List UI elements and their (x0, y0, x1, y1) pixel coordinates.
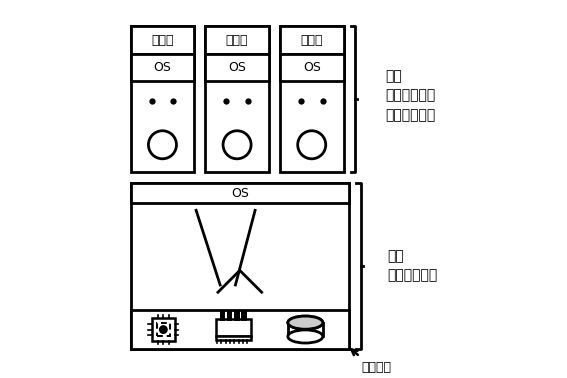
Text: OS: OS (154, 61, 171, 74)
Bar (205, 54, 269, 81)
Bar (130, 183, 349, 349)
Bar (280, 26, 344, 54)
Circle shape (223, 131, 251, 159)
Bar (288, 323, 323, 336)
Text: 物理
コンピュータ: 物理 コンピュータ (387, 249, 438, 283)
Text: アプリ: アプリ (301, 34, 323, 46)
Text: アプリ: アプリ (151, 34, 174, 46)
Bar (130, 26, 194, 172)
Bar (227, 311, 232, 321)
Bar (130, 183, 349, 203)
Bar (216, 336, 251, 340)
Text: OS: OS (231, 186, 249, 200)
Circle shape (149, 131, 176, 159)
Bar (219, 311, 225, 321)
Bar (242, 311, 247, 321)
Bar (130, 54, 194, 81)
Bar (205, 26, 269, 54)
Bar (280, 26, 344, 172)
Bar (234, 311, 240, 321)
Text: OS: OS (228, 61, 246, 74)
Ellipse shape (288, 316, 323, 329)
Bar (216, 319, 251, 336)
Circle shape (298, 131, 325, 159)
Text: 仮想
コンピュータ
（幻の部分）: 仮想 コンピュータ （幻の部分） (386, 69, 435, 122)
Text: OS: OS (303, 61, 321, 74)
Bar (156, 323, 170, 336)
Circle shape (160, 326, 167, 333)
Ellipse shape (288, 316, 323, 329)
Bar (280, 54, 344, 81)
Ellipse shape (288, 330, 323, 343)
Text: アプリ: アプリ (226, 34, 248, 46)
Bar (130, 310, 349, 349)
Bar (152, 318, 175, 341)
Bar (130, 26, 194, 54)
Bar (205, 26, 269, 172)
Text: 共用する: 共用する (362, 361, 392, 374)
